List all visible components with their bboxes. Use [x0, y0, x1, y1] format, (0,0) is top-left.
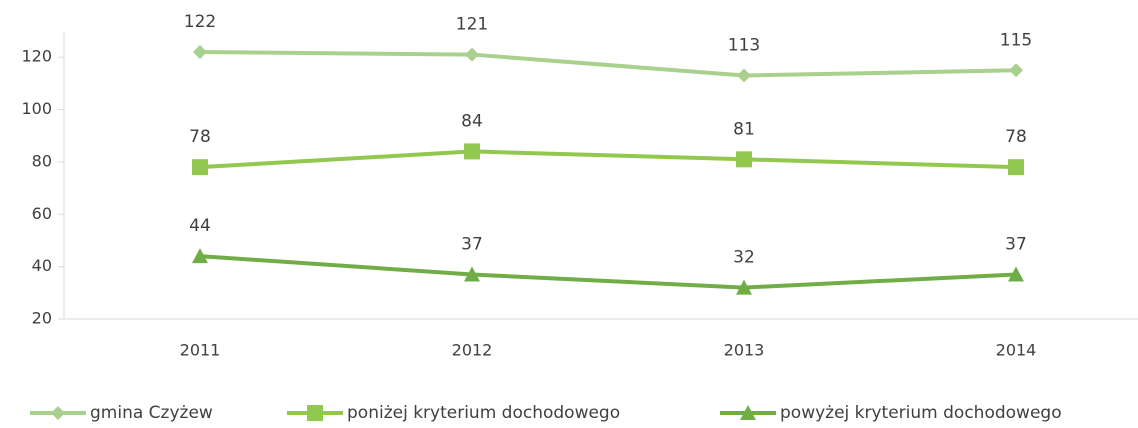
x-tick-label: 2011 — [180, 341, 221, 360]
marker — [464, 143, 480, 160]
marker — [307, 405, 323, 421]
marker — [464, 266, 480, 282]
data-label: 84 — [461, 111, 483, 131]
marker — [1009, 63, 1023, 78]
marker — [1008, 266, 1024, 282]
y-tick-label: 60 — [32, 204, 52, 223]
data-label: 37 — [1005, 234, 1027, 254]
y-tick-label: 80 — [32, 151, 52, 170]
data-label: 122 — [184, 12, 216, 32]
data-label: 78 — [189, 127, 211, 147]
y-tick-label: 100 — [21, 99, 52, 118]
marker — [192, 248, 208, 264]
data-label: 113 — [728, 36, 760, 56]
series-line — [199, 254, 1017, 290]
marker — [740, 405, 756, 420]
data-label: 81 — [733, 119, 755, 139]
series-line — [199, 149, 1017, 170]
legend-label: powyżej kryterium dochodowego — [780, 403, 1062, 423]
data-label: 37 — [461, 234, 483, 254]
data-label: 115 — [1000, 30, 1032, 50]
marker — [465, 47, 479, 62]
data-label: 32 — [733, 248, 755, 268]
marker — [192, 159, 208, 176]
marker — [737, 68, 751, 83]
marker — [193, 44, 207, 59]
marker — [736, 279, 752, 295]
x-tick-label: 2014 — [996, 341, 1037, 360]
data-label: 121 — [456, 15, 488, 35]
legend-label: gmina Czyżew — [90, 403, 213, 423]
marker — [51, 406, 65, 420]
marker — [736, 151, 752, 168]
legend: gmina Czyżew poniżej kryterium dochodoweg… — [30, 403, 1062, 423]
y-tick-label: 120 — [21, 47, 52, 66]
data-label: 44 — [189, 216, 211, 236]
legend-label: poniżej kryterium dochodowego — [347, 403, 620, 423]
data-label: 78 — [1005, 127, 1027, 147]
series-line — [199, 49, 1017, 78]
marker — [1008, 159, 1024, 176]
y-tick-label: 20 — [32, 309, 52, 328]
x-tick-label: 2012 — [452, 341, 493, 360]
y-tick-label: 40 — [32, 256, 52, 275]
x-tick-label: 2013 — [724, 341, 765, 360]
